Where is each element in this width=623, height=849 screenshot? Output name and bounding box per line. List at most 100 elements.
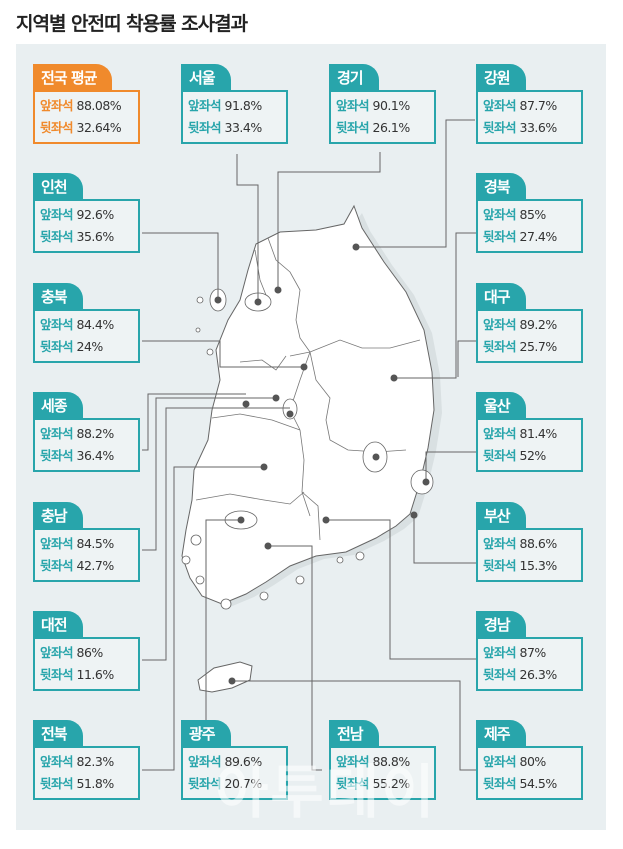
card-daegu: 대구 앞좌석 89.2% 뒷좌석 25.7%	[476, 283, 583, 363]
rate-row: 앞좌석 90.1%	[336, 95, 434, 117]
rate-row: 앞좌석 88.8%	[336, 751, 434, 773]
front-seat-rate: 88.08%	[76, 98, 122, 113]
seat-label: 앞좌석	[188, 754, 222, 769]
region-name: 경기	[329, 64, 379, 91]
rate-value: 20.7%	[224, 776, 263, 791]
rate-value: 27.4%	[519, 229, 558, 244]
rate-box: 앞좌석 88.8% 뒷좌석 55.2%	[329, 746, 436, 800]
rate-value: 90.1%	[372, 98, 411, 113]
region-name: 충남	[33, 502, 83, 529]
rate-row: 뒷좌석 52%	[483, 445, 581, 467]
seat-label: 뒷좌석	[483, 776, 517, 791]
card-national-average: 전국 평균 앞좌석 88.08% 뒷좌석 32.64%	[33, 64, 140, 144]
region-name: 대구	[476, 283, 526, 310]
rate-box: 앞좌석 88.6% 뒷좌석 15.3%	[476, 528, 583, 582]
card-gyeongbuk: 경북 앞좌석 85% 뒷좌석 27.4%	[476, 173, 583, 253]
rate-value: 88.2%	[76, 426, 115, 441]
region-name: 강원	[476, 64, 526, 91]
rate-value: 87.7%	[519, 98, 558, 113]
region-name: 서울	[181, 64, 231, 91]
rate-box: 앞좌석 84.5% 뒷좌석 42.7%	[33, 528, 140, 582]
rate-row: 뒷좌석 33.4%	[188, 117, 286, 139]
rate-value: 81.4%	[519, 426, 558, 441]
rate-box: 앞좌석 87.7% 뒷좌석 33.6%	[476, 90, 583, 144]
card-jeju: 제주 앞좌석 80% 뒷좌석 54.5%	[476, 720, 583, 800]
region-name: 광주	[181, 720, 231, 747]
rate-row: 뒷좌석 42.7%	[40, 555, 138, 577]
mainland	[181, 204, 435, 605]
seat-label: 뒷좌석	[336, 776, 370, 791]
rate-value: 86%	[76, 645, 104, 660]
seat-label: 뒷좌석	[483, 339, 517, 354]
rate-value: 54.5%	[519, 776, 558, 791]
seat-label: 앞좌석	[40, 754, 74, 769]
rate-value: 51.8%	[76, 776, 115, 791]
rate-value: 87%	[519, 645, 547, 660]
seat-label: 뒷좌석	[483, 229, 517, 244]
rate-row: 뒷좌석 20.7%	[188, 773, 286, 795]
rate-row: 앞좌석 87.7%	[483, 95, 581, 117]
seat-label: 앞좌석	[40, 536, 74, 551]
card-incheon: 인천 앞좌석 92.6% 뒷좌석 35.6%	[33, 173, 140, 253]
rate-box: 앞좌석 84.4% 뒷좌석 24%	[33, 309, 140, 363]
card-chungnam: 충남 앞좌석 84.5% 뒷좌석 42.7%	[33, 502, 140, 582]
rate-row: 뒷좌석 36.4%	[40, 445, 138, 467]
rate-box: 앞좌석 92.6% 뒷좌석 35.6%	[33, 199, 140, 253]
region-name: 전국 평균	[33, 64, 113, 91]
seat-label: 앞좌석	[483, 754, 517, 769]
rate-box: 앞좌석 88.2% 뒷좌석 36.4%	[33, 418, 140, 472]
rate-row: 앞좌석 87%	[483, 642, 581, 664]
rate-value: 33.6%	[519, 120, 558, 135]
rate-value: 88.6%	[519, 536, 558, 551]
rate-value: 85%	[519, 207, 547, 222]
islands	[181, 296, 365, 610]
rate-value: 25.7%	[519, 339, 558, 354]
rate-row: 뒷좌석 55.2%	[336, 773, 434, 795]
rear-seat-rate: 32.64%	[76, 120, 122, 135]
leader-lines	[142, 119, 476, 771]
seat-label: 앞좌석	[336, 98, 370, 113]
rate-value: 15.3%	[519, 558, 558, 573]
rate-value: 35.6%	[76, 229, 115, 244]
rate-row: 뒷좌석 25.7%	[483, 336, 581, 358]
rate-value: 11.6%	[76, 667, 115, 682]
rate-row: 앞좌석 84.5%	[40, 533, 138, 555]
rate-value: 52%	[519, 448, 547, 463]
seat-label: 뒷좌석	[40, 448, 74, 463]
rate-box: 앞좌석 87% 뒷좌석 26.3%	[476, 637, 583, 691]
rate-row: 뒷좌석 11.6%	[40, 664, 138, 686]
rate-row: 앞좌석 88.6%	[483, 533, 581, 555]
region-dots	[214, 243, 430, 685]
card-busan: 부산 앞좌석 88.6% 뒷좌석 15.3%	[476, 502, 583, 582]
rate-box: 앞좌석 88.08% 뒷좌석 32.64%	[33, 90, 140, 144]
rate-row: 앞좌석 86%	[40, 642, 138, 664]
rate-row: 앞좌석 81.4%	[483, 423, 581, 445]
seat-label: 뒷좌석	[40, 229, 74, 244]
rate-row: 뒷좌석 24%	[40, 336, 138, 358]
seat-label: 앞좌석	[40, 98, 74, 113]
rate-value: 91.8%	[224, 98, 263, 113]
seat-label: 앞좌석	[483, 536, 517, 551]
seat-label: 앞좌석	[483, 98, 517, 113]
region-name: 충북	[33, 283, 83, 310]
rate-row: 뒷좌석 54.5%	[483, 773, 581, 795]
region-name: 울산	[476, 392, 526, 419]
rate-box: 앞좌석 80% 뒷좌석 54.5%	[476, 746, 583, 800]
card-gangwon: 강원 앞좌석 87.7% 뒷좌석 33.6%	[476, 64, 583, 144]
card-gyeongnam: 경남 앞좌석 87% 뒷좌석 26.3%	[476, 611, 583, 691]
rate-value: 36.4%	[76, 448, 115, 463]
rate-row: 앞좌석 84.4%	[40, 314, 138, 336]
seat-label: 앞좌석	[483, 645, 517, 660]
rate-row: 앞좌석 89.6%	[188, 751, 286, 773]
rate-row: 뒷좌석 15.3%	[483, 555, 581, 577]
seat-label: 앞좌석	[40, 645, 74, 660]
rate-row: 앞좌석 82.3%	[40, 751, 138, 773]
seat-label: 앞좌석	[40, 317, 74, 332]
seat-label: 뒷좌석	[483, 448, 517, 463]
rate-value: 80%	[519, 754, 547, 769]
rate-row: 뒷좌석 27.4%	[483, 226, 581, 248]
seat-label: 뒷좌석	[483, 120, 517, 135]
rate-row: 뒷좌석 32.64%	[40, 117, 138, 139]
seat-label: 앞좌석	[40, 426, 74, 441]
